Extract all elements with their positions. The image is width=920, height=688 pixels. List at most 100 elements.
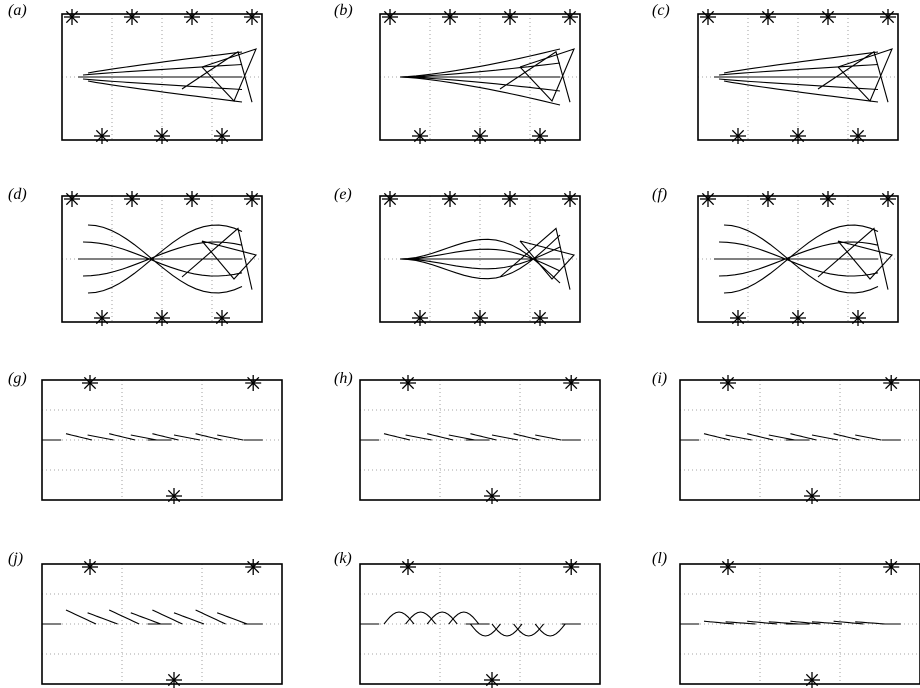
wake-segment [768,621,799,625]
wake-segment [747,620,778,625]
bottom-vortex-star [850,128,866,144]
panel-plot [359,375,601,504]
wake-segment [703,433,731,441]
wake-segment [725,434,752,441]
wake-curve [399,76,561,92]
wake-segment [195,433,222,441]
wake-segment [535,434,562,441]
bottom-vortex-star [472,128,488,144]
wake-segment [130,612,161,625]
top-vortex-star [82,375,98,391]
panel-label: (g) [8,370,27,387]
top-vortex-star [562,191,578,207]
top-vortex-star [382,191,398,207]
top-vortex-star [720,559,736,575]
top-vortex-star [820,191,836,207]
wake-segment [855,621,886,625]
wake-curve [87,224,243,294]
panel-plot [359,559,601,688]
bottom-vortex-star [804,488,820,504]
wake-segment [747,433,774,441]
bottom-vortex-star [166,672,182,688]
foil-outline [837,240,894,280]
panel-plot [697,9,899,144]
bottom-vortex-star [472,310,488,326]
top-vortex-star [442,191,458,207]
top-vortex-star [245,375,262,391]
panel-label: (l) [652,550,668,567]
wake-segment [811,621,843,625]
foil-outline [499,227,571,290]
panel-plot [679,559,920,688]
top-vortex-star [184,9,200,25]
wake-segment [448,611,480,625]
panel-plot [61,9,263,144]
top-vortex-star [184,191,200,207]
wake-segment [469,623,501,637]
foil-outline [201,48,257,102]
wake-segment [65,433,93,441]
bottom-vortex-star [166,488,182,504]
bottom-vortex-star [94,128,110,144]
wake-curve [87,51,243,74]
top-vortex-star [720,375,736,391]
wake-curve [718,241,879,277]
bottom-vortex-star [850,310,866,326]
bottom-vortex-star [730,310,746,326]
bottom-vortex-star [730,128,746,144]
top-vortex-star [563,559,580,575]
top-vortex-star [760,9,776,25]
panel-label: (d) [8,186,27,203]
wake-segment [833,620,864,625]
wake-curve [82,78,243,91]
top-vortex-star [760,191,776,207]
wake-segment [405,611,437,625]
top-vortex-star [442,9,458,25]
wake-curve [82,241,243,277]
top-vortex-star [700,9,716,25]
foil-outline [201,240,258,280]
wake-segment [152,433,179,441]
wake-segment [513,433,540,441]
top-vortex-star [64,9,80,25]
foil-outline [837,48,893,102]
wake-segment [426,611,458,625]
top-vortex-star [502,191,518,207]
wake-segment [491,623,523,637]
top-vortex-star [400,375,416,391]
foil-outline [817,227,889,290]
bottom-vortex-star [484,672,500,688]
top-vortex-star [64,191,80,207]
wake-segment [383,433,411,441]
bottom-vortex-star [790,128,806,144]
wake-segment [87,434,114,441]
wake-curve [723,224,879,294]
wake-segment [217,434,244,441]
bottom-vortex-star [154,128,170,144]
panel-plot [41,559,283,688]
wake-curve [723,80,879,103]
wake-curve [723,51,879,74]
wake-curve [87,80,243,103]
wake-segment [833,433,860,441]
wake-segment [491,434,519,441]
wake-segment [855,434,882,441]
top-vortex-star [244,191,260,207]
wake-segment [87,612,118,625]
top-vortex-star [82,559,98,575]
top-vortex-star [700,191,716,207]
wake-segment [703,620,735,625]
wake-curve [399,48,561,78]
wake-segment [173,434,201,441]
wake-curve [82,241,243,277]
wake-segment [427,433,454,441]
panel-label: (h) [334,370,353,387]
wake-curve [82,63,243,76]
bottom-vortex-star [804,672,820,688]
bottom-vortex-star [94,310,110,326]
top-vortex-star [880,191,896,207]
wake-curve [718,63,879,76]
bottom-vortex-star [484,488,500,504]
panel-plot [379,191,581,326]
top-vortex-star [883,559,900,575]
